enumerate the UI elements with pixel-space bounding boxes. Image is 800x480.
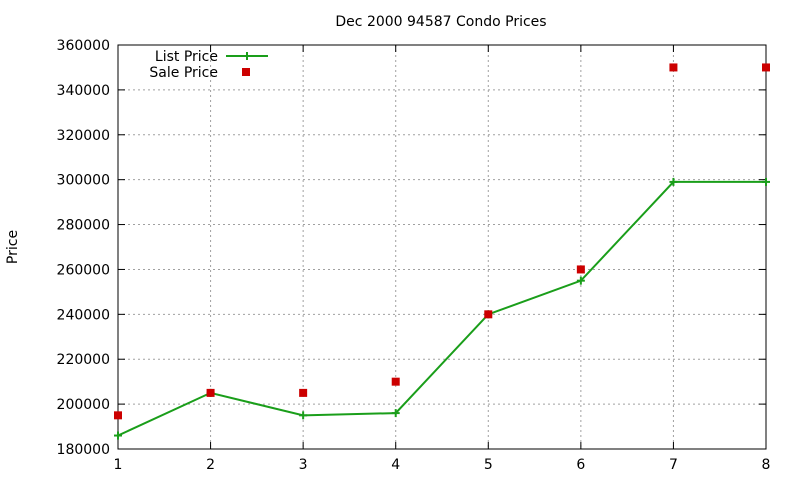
legend-item-sale-price: Sale Price <box>149 65 250 81</box>
x-tick-label: 7 <box>669 457 678 473</box>
x-tick-label: 3 <box>299 457 308 473</box>
list-price-point <box>762 177 770 186</box>
sale-price-point <box>114 411 122 420</box>
list-price-point <box>576 276 585 285</box>
plot-frame <box>117 44 767 450</box>
x-tick-label: 5 <box>484 457 493 473</box>
y-tick-label: 220000 <box>57 352 110 368</box>
list-price-point <box>669 177 678 186</box>
y-tick-label: 360000 <box>57 38 110 54</box>
legend-marker <box>242 68 250 76</box>
legend-item-list-price: List Price <box>155 49 268 65</box>
y-tick-label: 340000 <box>57 83 110 99</box>
y-tick-label: 260000 <box>57 262 110 278</box>
y-tick-label: 200000 <box>57 397 110 413</box>
y-tick-label: 280000 <box>57 218 110 234</box>
x-tick-label: 2 <box>206 457 215 473</box>
y-tick-label: 240000 <box>57 307 110 323</box>
y-tick-label: 320000 <box>57 128 110 144</box>
data-series <box>114 63 770 440</box>
sale-price-point <box>484 310 493 319</box>
x-tick-label: 4 <box>391 457 400 473</box>
sale-price-series <box>114 63 770 420</box>
grid-lines <box>118 45 766 449</box>
y-axis-label: Price <box>5 230 21 264</box>
legend-label: Sale Price <box>149 65 218 81</box>
sale-price-point <box>576 265 585 274</box>
chart-title: Dec 2000 94587 Condo Prices <box>335 14 546 30</box>
x-tick-label: 1 <box>114 457 123 473</box>
x-tick-label: 8 <box>762 457 771 473</box>
sale-price-point <box>669 63 678 72</box>
list-price-point <box>391 409 400 418</box>
axes: 180000 200000 220000 240000 260000 280000 3000… <box>57 38 771 473</box>
sale-price-point <box>299 388 308 397</box>
y-tick-label: 180000 <box>57 442 110 458</box>
x-tick-label: 6 <box>576 457 585 473</box>
sale-price-point <box>206 388 215 397</box>
list-price-line <box>117 180 766 437</box>
list-price-series <box>114 177 770 440</box>
list-price-point <box>114 431 122 440</box>
legend-label: List Price <box>155 49 218 65</box>
legend-marker <box>243 52 251 60</box>
sale-price-point <box>762 63 770 72</box>
sale-price-point <box>391 377 400 386</box>
y-tick-label: 300000 <box>57 173 110 189</box>
list-price-point <box>299 411 308 420</box>
